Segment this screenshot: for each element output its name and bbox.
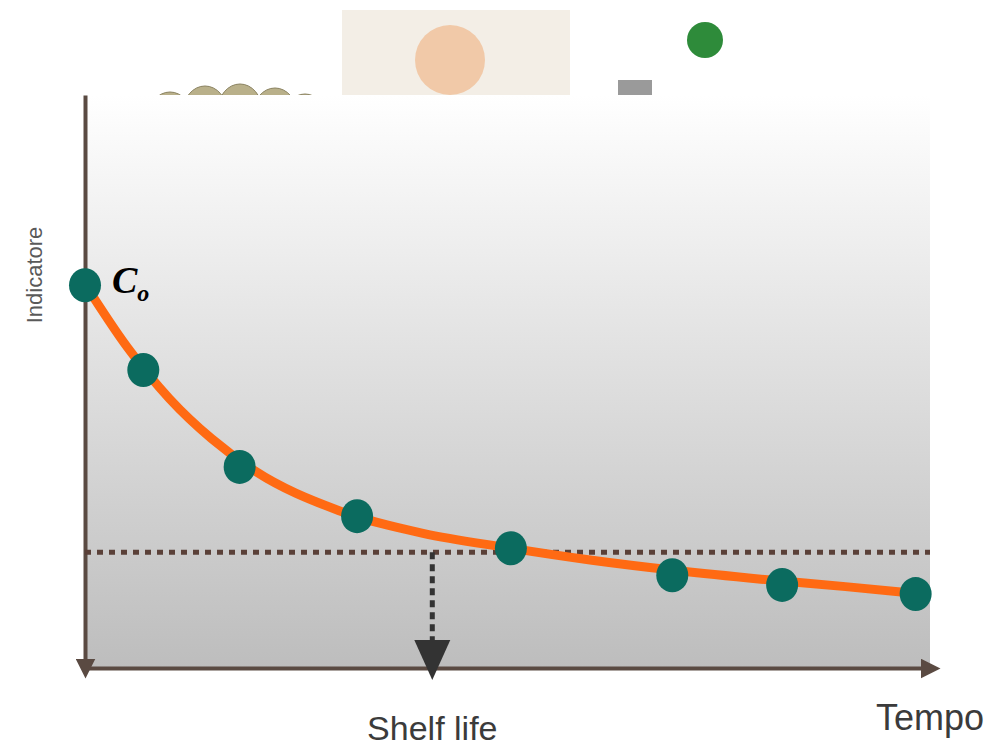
shelf-life-arrowhead: [414, 640, 450, 680]
label-subscript: o: [137, 280, 149, 306]
initial-value-label: Co: [112, 259, 149, 306]
data-point: [127, 353, 159, 387]
x-axis-line: [86, 667, 931, 671]
data-point: [900, 577, 932, 611]
face: [415, 25, 485, 95]
y-axis-line: [84, 96, 88, 669]
data-point: [495, 531, 527, 565]
shelf-life-label: Shelf life: [367, 709, 497, 747]
data-point: [69, 268, 101, 302]
plot: [69, 95, 932, 680]
data-point: [224, 450, 256, 484]
data-point: [341, 499, 373, 533]
data-point: [656, 558, 688, 592]
x-axis-title: Tempo: [876, 697, 984, 738]
y-axis-title: Indicatore: [22, 227, 47, 324]
data-point: [766, 568, 798, 602]
plot-background: [85, 95, 930, 668]
chart: Co Shelf life Tempo Indicatore: [0, 0, 990, 749]
label-main: C: [112, 259, 138, 301]
y-axis: [85, 96, 86, 669]
marks: [69, 268, 932, 611]
figure: [687, 22, 723, 58]
fit-curve: [85, 284, 916, 593]
x-axis: [86, 668, 931, 669]
